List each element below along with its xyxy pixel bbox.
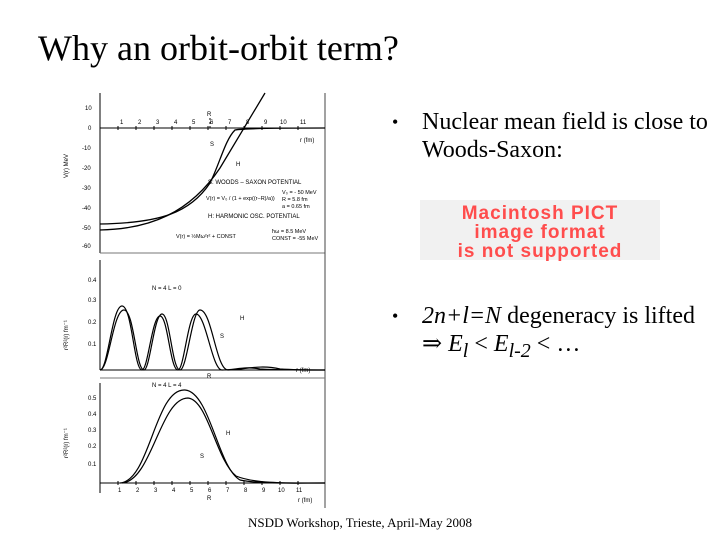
curve-label-h-l0: H (240, 316, 244, 322)
ho-param: ħω = 8.5 MeV (272, 229, 306, 235)
marker-r-mid: R (207, 374, 212, 380)
wavefunction-panel-l0 (99, 260, 326, 379)
y-tick-mid: 0.1 (88, 342, 97, 348)
x-tick-bottom: 7 (226, 488, 230, 494)
y-tick-top: -40 (82, 206, 91, 212)
x-tick-bottom: 1 (118, 488, 122, 494)
ho-formula: V(r) = ½Mω²r² + CONST (176, 233, 237, 240)
ws-param: R = 5.8 fm (282, 197, 308, 203)
ws-formula: V(r) = V₀ / (1 + exp((r−R)/a)) (206, 196, 275, 202)
x-tick-top: 1 (120, 120, 124, 126)
bullet-text: 2n+l=N degeneracy is lifted ⇒ El < El-2 … (422, 302, 712, 365)
bullet-dot: • (392, 306, 399, 326)
x-tick-bottom: 6 (208, 488, 212, 494)
slide-footer: NSDD Workshop, Trieste, April-May 2008 (247, 515, 473, 530)
pict-line: Macintosh PICT (461, 203, 619, 224)
bullet-degeneracy: • 2n+l=N degeneracy is lifted ⇒ El < El-… (392, 302, 702, 362)
potential-wavefunction-figure: 1 2 3 4 5 6 7 8 9 10 11 10 0 -10 -20 -30… (60, 88, 332, 508)
x-tick-top: 7 (228, 120, 232, 126)
x-tick-bottom: 10 (278, 488, 285, 494)
ws-param: V₀ = - 50 MeV (282, 190, 317, 196)
x-tick-top: 8 (246, 120, 250, 126)
x-tick-top: 10 (280, 120, 287, 126)
wavefunction-s-l0 (99, 309, 326, 371)
y-tick-top: -60 (82, 244, 91, 250)
y-tick-bottom: 0.1 (88, 462, 97, 468)
x-tick-top: 2 (138, 120, 142, 126)
pict-placeholder: Macintosh PICT image format is not suppo… (420, 200, 660, 262)
harmonic-oscillator-curve (99, 92, 266, 231)
x-tick-bottom: 11 (296, 488, 303, 494)
x-tick-top: 3 (156, 120, 160, 126)
x-tick-top: 9 (264, 120, 268, 126)
energy-subscript: l (462, 339, 469, 362)
bullet-dot: • (392, 112, 399, 132)
woods-saxon-curve (99, 127, 326, 225)
ws-param: a = 0.65 fm (282, 204, 310, 210)
y-tick-bottom: 0.5 (88, 396, 97, 402)
curve-label-s: S (210, 142, 214, 148)
y-tick-top: -30 (82, 186, 91, 192)
quantum-label-l4: N = 4 L = 4 (152, 383, 182, 389)
ws-legend: S: WOODS – SAXON POTENTIAL (208, 180, 302, 186)
x-tick-bottom: 3 (154, 488, 158, 494)
x-tick-bottom: 2 (136, 488, 140, 494)
pict-line: is not supported (457, 241, 623, 262)
curve-label-s-l0: S (220, 334, 224, 340)
y-label-top: V(r) MeV (64, 154, 70, 178)
ho-legend: H: HARMONIC OSC. POTENTIAL (208, 214, 300, 220)
x-tick-bottom: 8 (244, 488, 248, 494)
x-label-mid: r (fm) (296, 368, 310, 374)
wavefunction-h-l4 (119, 389, 326, 484)
y-tick-bottom: 0.4 (88, 412, 97, 418)
marker-r-top: R (207, 112, 212, 118)
potential-panel (99, 92, 326, 508)
x-tick-top: 4 (174, 120, 178, 126)
x-tick-top: 5 (192, 120, 196, 126)
wavefunction-panel-l4 (99, 383, 326, 493)
quantum-label-l0: N = 4 L = 0 (152, 286, 182, 292)
bullet-woods-saxon: • Nuclear mean field is close to Woods-S… (392, 108, 708, 168)
bullet-text: Nuclear mean field is close to Woods-Sax… (422, 109, 708, 163)
bullet-tail: < … (530, 331, 581, 357)
y-label-bottom: r²R²(r) fm⁻¹ (64, 428, 70, 458)
y-tick-mid: 0.3 (88, 298, 97, 304)
y-label-mid: r²R²(r) fm⁻¹ (64, 320, 70, 350)
slide-title: Why an orbit-orbit term? (38, 28, 399, 68)
x-label-bottom: r (fm) (298, 498, 312, 504)
y-tick-top: -50 (82, 226, 91, 232)
curve-label-h-l4: H (226, 431, 230, 437)
ho-param: CONST = -55 MeV (272, 236, 319, 242)
wavefunction-s-l4 (121, 397, 326, 484)
curve-label-h: H (236, 162, 240, 168)
bullet-mid-text: degeneracy is lifted ⇒ (422, 303, 695, 357)
x-tick-bottom: 9 (262, 488, 266, 494)
y-tick-bottom: 0.2 (88, 444, 97, 450)
curve-label-s-l4: S (200, 454, 204, 460)
x-tick-top: 6 (210, 120, 214, 126)
y-tick-top: 0 (88, 126, 92, 132)
y-tick-top: -10 (82, 146, 91, 152)
less-than: < (468, 331, 494, 357)
energy-symbol: E (493, 331, 509, 357)
y-tick-top: -20 (82, 166, 91, 172)
wavefunction-h-l0 (99, 305, 326, 371)
quantum-relation: 2n+l=N (422, 303, 502, 329)
marker-r-bottom: R (207, 496, 212, 502)
pict-line: image format (474, 222, 606, 243)
x-tick-bottom: 5 (190, 488, 194, 494)
x-tick-top: 11 (300, 120, 307, 126)
y-tick-bottom: 0.3 (88, 428, 97, 434)
energy-subscript: l-2 (508, 339, 531, 362)
x-label-top: r (fm) (300, 138, 314, 144)
y-tick-mid: 0.4 (88, 278, 97, 284)
y-tick-top: 10 (85, 106, 92, 112)
x-tick-bottom: 4 (172, 488, 176, 494)
y-tick-mid: 0.2 (88, 320, 97, 326)
energy-symbol: E (448, 331, 463, 357)
